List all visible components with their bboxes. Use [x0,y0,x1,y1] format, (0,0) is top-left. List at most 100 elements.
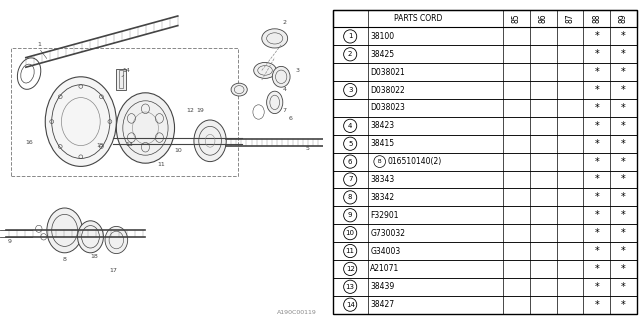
Text: *: * [621,192,626,202]
Text: D038021: D038021 [370,68,405,77]
Text: 86: 86 [539,14,548,23]
Text: 2: 2 [282,20,287,25]
Text: 13: 13 [125,141,133,147]
Text: *: * [595,300,599,310]
Text: *: * [621,67,626,77]
Text: 6: 6 [348,159,353,164]
Text: 7: 7 [348,177,353,182]
Text: *: * [621,85,626,95]
Ellipse shape [105,227,127,253]
Bar [333,99,637,117]
Text: 88: 88 [592,14,601,23]
Bar [333,242,637,260]
Text: 5: 5 [305,146,309,151]
Bar [333,117,637,135]
Bar [333,260,637,278]
Ellipse shape [267,91,283,114]
Bar [333,135,637,153]
Text: 10: 10 [346,230,355,236]
Text: 3: 3 [295,68,300,73]
Text: 13: 13 [346,284,355,290]
Text: 15: 15 [96,143,104,148]
Ellipse shape [116,93,175,163]
Ellipse shape [253,62,276,78]
Text: *: * [621,210,626,220]
Text: 14: 14 [122,68,130,73]
Text: 9: 9 [348,212,353,218]
Bar [333,28,637,45]
Text: *: * [621,264,626,274]
Text: 9: 9 [8,239,12,244]
Text: *: * [595,246,599,256]
Text: 16: 16 [25,140,33,145]
Bar [333,188,637,206]
Text: *: * [621,228,626,238]
Text: B: B [378,159,381,164]
Ellipse shape [231,83,247,96]
Ellipse shape [45,77,116,166]
Text: G730032: G730032 [370,228,405,238]
Text: D038022: D038022 [370,85,405,95]
Text: 38427: 38427 [370,300,394,309]
Text: *: * [595,121,599,131]
Text: *: * [621,282,626,292]
Text: *: * [595,139,599,149]
Text: 38415: 38415 [370,139,394,148]
Bar [333,63,637,81]
Text: 7: 7 [282,108,287,113]
Ellipse shape [272,67,290,87]
Text: PARTS CORD: PARTS CORD [394,14,442,23]
Text: *: * [595,67,599,77]
Text: 17: 17 [109,268,117,273]
Text: 14: 14 [346,302,355,308]
Bar [333,278,637,296]
Bar [333,296,637,314]
Text: 38342: 38342 [370,193,394,202]
Text: 8: 8 [63,257,67,262]
Text: 38343: 38343 [370,175,394,184]
Bar [333,224,637,242]
Text: *: * [621,49,626,59]
Text: 2: 2 [348,51,353,57]
Bar [333,153,637,171]
Bar [116,69,126,90]
Text: 38100: 38100 [370,32,394,41]
Text: 6: 6 [289,116,293,121]
Text: *: * [595,210,599,220]
Text: 19: 19 [196,108,204,113]
Text: *: * [621,31,626,41]
Text: 38439: 38439 [370,282,394,291]
Text: 89: 89 [619,14,628,23]
Text: *: * [595,192,599,202]
Bar [333,171,637,188]
Text: 016510140(2): 016510140(2) [387,157,442,166]
Text: 10: 10 [174,148,182,153]
Text: *: * [621,174,626,185]
Text: 4: 4 [348,123,353,129]
Ellipse shape [47,208,83,253]
Text: 3: 3 [348,87,353,93]
Text: A190C00119: A190C00119 [277,310,317,315]
Text: 5: 5 [348,141,353,147]
Text: 11: 11 [157,162,166,167]
Text: 87: 87 [565,14,575,23]
Text: A21071: A21071 [370,264,399,273]
Text: *: * [621,156,626,167]
Bar [333,81,637,99]
Text: *: * [621,246,626,256]
Text: *: * [621,139,626,149]
Text: *: * [595,282,599,292]
Text: G34003: G34003 [370,246,401,255]
Text: *: * [595,156,599,167]
Text: F32901: F32901 [370,211,399,220]
Ellipse shape [194,120,227,162]
Text: *: * [595,174,599,185]
Text: *: * [595,85,599,95]
Text: *: * [595,264,599,274]
Text: *: * [595,228,599,238]
Text: 11: 11 [346,248,355,254]
Text: 4: 4 [282,87,287,92]
Text: 38425: 38425 [370,50,394,59]
Text: 18: 18 [90,253,98,259]
Text: 1: 1 [37,42,41,47]
